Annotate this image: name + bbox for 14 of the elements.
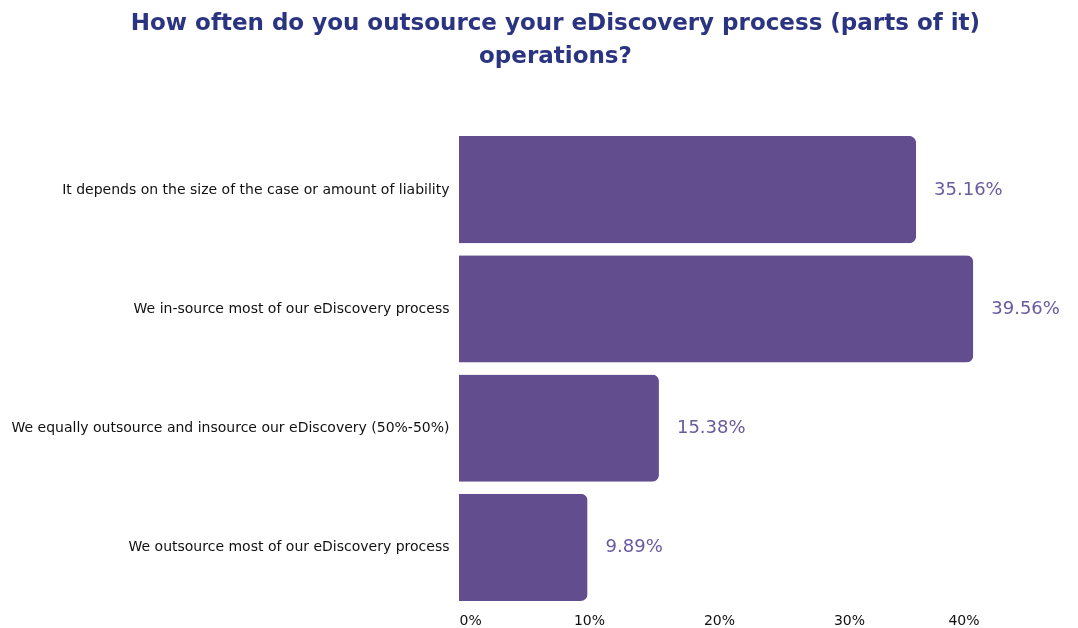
x-tick-label: 40%: [948, 611, 980, 628]
x-tick-label: 0%: [459, 611, 482, 628]
y-tick-label: It depends on the size of the case or amount of liability: [62, 180, 450, 197]
data-label: 15.38%: [676, 416, 746, 438]
y-tick-label: We equally outsource and insource our eDiscovery (50%-50%): [11, 419, 450, 436]
x-tick-label: 30%: [833, 611, 866, 628]
y-tick-label: We outsource most of our eDiscovery process: [128, 538, 450, 555]
x-tick-label: 10%: [573, 611, 606, 628]
y-tick-label: We in-source most of our eDiscovery process: [133, 299, 450, 316]
data-label: 35.16%: [934, 177, 1003, 199]
chart-title: How often do you outsource your eDiscovery process (parts of it) operations?: [130, 9, 981, 68]
x-tick-label: 20%: [703, 611, 736, 628]
data-label: 39.56%: [991, 296, 1060, 318]
data-label: 9.89%: [605, 535, 663, 557]
